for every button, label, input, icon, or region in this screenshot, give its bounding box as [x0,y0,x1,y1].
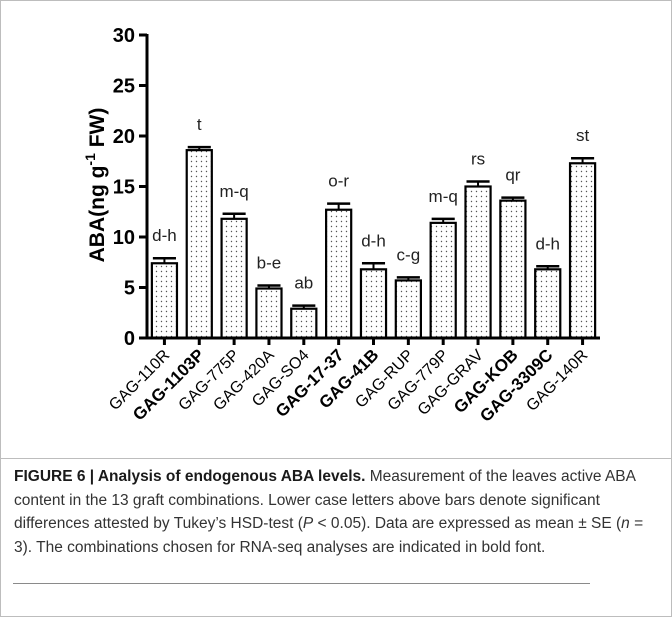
bar-group [185,145,213,340]
y-axis-label-exponent: -1 [82,153,98,166]
caption-divider [0,458,672,459]
figure-label: FIGURE 6 | Analysis of endogenous ABA le… [14,468,366,485]
bar-group [499,196,527,340]
significance-letter: rs [471,149,485,168]
bar-chart: 0 5 10 15 20 25 30 GAG-110RGAG-1103PGAG-775PGA… [82,25,600,426]
bar-group [325,202,353,340]
caption-text-3: = 3). The combinations chosen for RNA-se… [14,515,644,556]
bars [150,145,597,340]
significance-letter: o-r [328,172,349,191]
significance-letter: m-q [429,187,458,206]
caption-text-1: Measurement of the leaves active ABA con… [14,468,636,532]
bar [325,208,353,340]
y-axis: 0 5 10 15 20 25 30 [113,25,149,350]
significance-letter: d-h [361,231,386,250]
y-tick-label: 25 [113,76,135,98]
bar [394,279,422,340]
caption-rule [13,583,590,584]
bar [185,149,213,340]
bar [534,268,562,340]
bar-group [568,156,597,340]
caption-n-var: n [621,515,630,532]
y-tick-label: 30 [113,25,135,47]
bar [359,268,388,340]
bar-group [359,262,388,340]
x-axis: GAG-110RGAG-1103PGAG-775PGAG-420AGAG-SO4… [106,336,600,426]
bar [255,287,283,340]
figure-caption: FIGURE 6 | Analysis of endogenous ABA le… [14,465,664,559]
bar [150,262,179,340]
significance-letter: qr [505,166,520,185]
bar [499,199,527,340]
y-tick-label: 5 [124,278,135,300]
bar [568,162,597,340]
bar-group [220,212,248,340]
y-tick-label: 10 [113,227,135,249]
y-tick-label: 15 [113,177,135,199]
y-tick-label: 20 [113,126,135,148]
y-axis-label-main: ABA(ng g [86,166,109,263]
caption-p-var: P [302,515,314,532]
significance-letter: d-h [535,234,560,253]
y-tick-label: 0 [124,328,135,350]
bar-group [255,284,283,340]
significance-letter: c-g [397,245,421,264]
y-axis-label-unit: FW) [86,108,109,153]
significance-letter: st [576,126,590,145]
significance-letter: t [197,115,202,134]
y-axis-label: ABA(ng g-1 FW) [82,108,109,263]
bar-group [429,217,457,340]
significance-letter: m-q [219,182,248,201]
significance-letter: b-e [257,253,282,272]
bar [429,221,457,340]
significance-letter: ab [294,274,313,293]
bar-group [290,304,318,340]
caption-text-2: < 0.05). Data are expressed as mean ± SE… [313,515,622,532]
significance-letter: d-h [152,226,177,245]
significance-letters: d-h t m-q b-e ab o-r d-h c-g m-q rs qr d-h st [152,115,589,293]
bar [220,217,248,340]
bar-group [534,265,562,340]
bar-group [394,276,422,340]
bar-group [150,256,179,340]
bar [290,307,318,340]
bar [464,185,492,340]
bar-group [464,180,492,340]
